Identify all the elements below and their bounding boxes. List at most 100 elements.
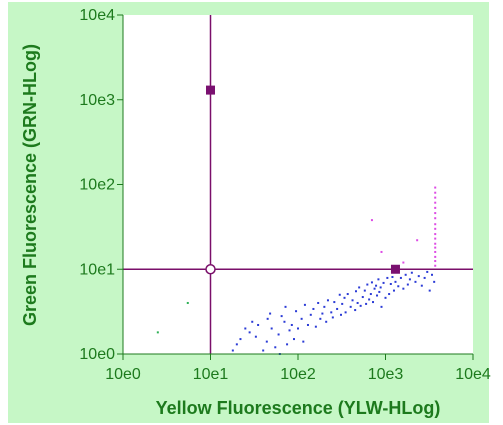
event-point <box>370 281 373 284</box>
event-point <box>257 323 260 326</box>
event-point <box>391 276 394 279</box>
event-point <box>370 219 373 222</box>
event-point <box>359 304 362 307</box>
event-point <box>323 305 326 308</box>
quadrant-gate[interactable] <box>123 15 473 354</box>
event-point <box>408 278 411 281</box>
x-tick-label: 10e4 <box>455 366 491 383</box>
event-point <box>434 212 437 215</box>
event-point <box>319 317 322 320</box>
event-point <box>386 276 389 279</box>
event-point <box>416 239 419 242</box>
event-point <box>378 290 381 293</box>
x-tick-label: 10e2 <box>280 366 316 383</box>
event-point <box>375 284 378 287</box>
event-point <box>394 280 397 283</box>
event-point <box>354 290 357 293</box>
event-point <box>284 305 287 308</box>
event-point <box>314 325 317 328</box>
event-point <box>434 264 437 267</box>
event-point <box>373 287 376 290</box>
event-point <box>312 307 315 310</box>
event-point <box>306 323 309 326</box>
event-point <box>434 227 437 230</box>
y-tick-label: 10e4 <box>79 7 115 24</box>
event-point <box>317 301 320 304</box>
event-point <box>341 302 344 305</box>
y-tick-label: 10e0 <box>79 346 115 363</box>
event-point <box>244 327 247 330</box>
event-point <box>239 338 242 341</box>
event-point <box>434 191 437 194</box>
x-tick-label: 10e3 <box>368 366 404 383</box>
event-point <box>351 299 354 302</box>
event-point <box>414 280 417 283</box>
event-point <box>248 331 251 334</box>
event-point <box>434 196 437 199</box>
event-point <box>434 260 437 263</box>
event-point <box>406 283 409 286</box>
event-point <box>326 299 329 302</box>
y-ticks: 10e0 10e1 10e2 10e3 10e4 <box>79 7 123 363</box>
event-point <box>377 278 380 281</box>
event-point <box>388 293 391 296</box>
x-axis-label: Yellow Fluorescence (YLW-HLog) <box>156 398 441 418</box>
event-point <box>426 270 429 273</box>
event-point <box>331 316 334 319</box>
event-point <box>292 338 295 341</box>
event-point <box>349 305 352 308</box>
quadrant-gate-handle[interactable] <box>206 85 215 95</box>
quadrant-gate-center-handle[interactable] <box>205 264 216 275</box>
x-tick-label: 10e1 <box>193 366 229 383</box>
events-layer <box>156 186 437 355</box>
event-point <box>303 303 306 306</box>
event-point <box>325 320 328 323</box>
event-point <box>339 313 342 316</box>
event-point <box>431 273 434 276</box>
event-point <box>286 343 289 346</box>
event-point <box>283 320 286 323</box>
event-point <box>280 315 283 318</box>
event-point <box>358 286 361 289</box>
event-point <box>288 329 291 332</box>
event-point <box>266 317 269 320</box>
event-point <box>423 276 426 279</box>
event-point <box>156 331 159 334</box>
event-point <box>417 275 420 278</box>
event-point <box>384 296 387 299</box>
event-point <box>402 287 405 290</box>
x-tick-label: 10e0 <box>105 366 141 383</box>
event-point <box>269 312 272 315</box>
event-point <box>402 261 405 264</box>
event-point <box>420 284 423 287</box>
event-point <box>336 307 339 310</box>
event-point <box>343 296 346 299</box>
event-point <box>309 313 312 316</box>
event-point <box>302 340 305 343</box>
event-point <box>379 286 382 289</box>
event-point <box>354 309 357 312</box>
event-point <box>380 250 383 253</box>
event-point <box>356 301 359 304</box>
event-point <box>235 343 238 346</box>
event-point <box>330 311 333 314</box>
quadrant-gate-handle[interactable] <box>390 264 400 274</box>
event-point <box>392 289 395 292</box>
event-point <box>295 310 298 313</box>
event-point <box>265 340 268 343</box>
event-point <box>434 255 437 258</box>
event-point <box>434 237 437 240</box>
y-tick-label: 10e2 <box>79 177 115 194</box>
event-point <box>389 282 392 285</box>
event-point <box>428 289 431 292</box>
y-tick-label: 10e3 <box>79 92 115 109</box>
event-point <box>231 349 234 352</box>
event-point <box>300 317 303 320</box>
event-point <box>434 250 437 253</box>
event-point <box>368 298 371 301</box>
event-point <box>274 346 277 349</box>
event-point <box>380 305 383 308</box>
event-point <box>363 289 366 292</box>
